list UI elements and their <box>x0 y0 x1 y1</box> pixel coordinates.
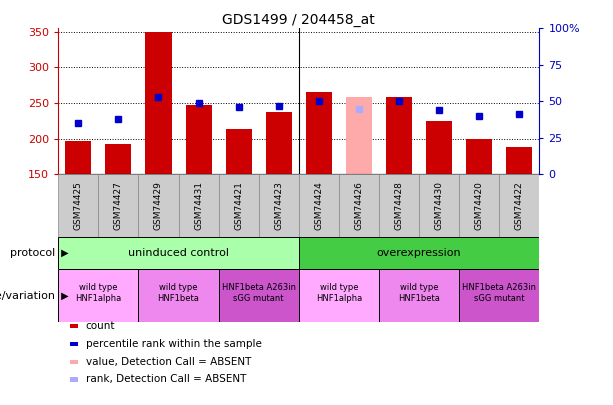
Bar <box>299 237 539 269</box>
Text: GSM74429: GSM74429 <box>154 181 163 230</box>
Text: GSM74428: GSM74428 <box>395 181 403 230</box>
Bar <box>105 144 131 174</box>
Bar <box>339 174 379 237</box>
Text: GSM74420: GSM74420 <box>475 181 484 230</box>
Bar <box>426 121 452 174</box>
Text: HNF1beta A263in
sGG mutant: HNF1beta A263in sGG mutant <box>462 284 536 303</box>
Text: count: count <box>86 321 115 331</box>
Text: GSM74422: GSM74422 <box>515 181 524 230</box>
Bar <box>58 237 299 269</box>
Bar <box>306 92 332 174</box>
Text: percentile rank within the sample: percentile rank within the sample <box>86 339 262 349</box>
Text: GSM74427: GSM74427 <box>114 181 123 230</box>
Bar <box>500 174 539 237</box>
Text: GSM74430: GSM74430 <box>435 181 444 230</box>
Text: GSM74431: GSM74431 <box>194 181 203 230</box>
Bar <box>379 269 459 322</box>
Bar <box>506 147 533 174</box>
Bar <box>178 174 219 237</box>
Bar <box>459 174 500 237</box>
Bar <box>386 97 412 174</box>
Bar <box>145 32 172 174</box>
Text: ▶: ▶ <box>58 291 69 301</box>
Bar <box>266 111 292 174</box>
Text: genotype/variation: genotype/variation <box>0 291 55 301</box>
Text: rank, Detection Call = ABSENT: rank, Detection Call = ABSENT <box>86 375 246 384</box>
Bar <box>466 139 492 174</box>
Bar <box>186 105 211 174</box>
Bar <box>139 269 219 322</box>
Bar <box>226 129 252 174</box>
Bar <box>259 174 299 237</box>
Text: HNF1beta A263in
sGG mutant: HNF1beta A263in sGG mutant <box>222 284 295 303</box>
Bar <box>98 174 139 237</box>
Bar <box>459 269 539 322</box>
Text: overexpression: overexpression <box>377 248 462 258</box>
Text: ▶: ▶ <box>58 248 69 258</box>
Title: GDS1499 / 204458_at: GDS1499 / 204458_at <box>223 13 375 27</box>
Bar <box>379 174 419 237</box>
Bar <box>58 269 139 322</box>
Text: value, Detection Call = ABSENT: value, Detection Call = ABSENT <box>86 357 251 367</box>
Text: GSM74421: GSM74421 <box>234 181 243 230</box>
Bar <box>58 174 98 237</box>
Text: GSM74423: GSM74423 <box>274 181 283 230</box>
Text: wild type
HNF1alpha: wild type HNF1alpha <box>316 284 362 303</box>
Bar <box>219 269 299 322</box>
Text: GSM74426: GSM74426 <box>354 181 364 230</box>
Text: wild type
HNF1alpha: wild type HNF1alpha <box>75 284 121 303</box>
Bar <box>219 174 259 237</box>
Text: uninduced control: uninduced control <box>128 248 229 258</box>
Bar <box>346 97 372 174</box>
Bar <box>299 174 339 237</box>
Text: GSM74424: GSM74424 <box>314 181 324 230</box>
Text: wild type
HNF1beta: wild type HNF1beta <box>158 284 199 303</box>
Bar <box>139 174 178 237</box>
Text: GSM74425: GSM74425 <box>74 181 83 230</box>
Bar <box>65 141 91 174</box>
Bar <box>299 269 379 322</box>
Text: protocol: protocol <box>10 248 55 258</box>
Bar <box>419 174 459 237</box>
Text: wild type
HNF1beta: wild type HNF1beta <box>398 284 440 303</box>
